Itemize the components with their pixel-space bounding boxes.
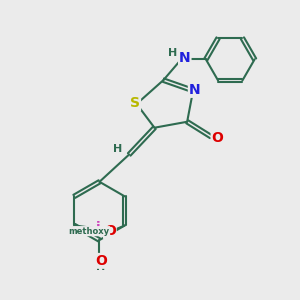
Text: O: O — [104, 224, 116, 238]
Text: N: N — [179, 51, 190, 65]
Text: H: H — [96, 262, 106, 272]
Text: N: N — [189, 83, 200, 97]
Text: O: O — [212, 131, 224, 145]
Text: H: H — [168, 48, 178, 58]
Text: S: S — [130, 96, 140, 110]
Text: methoxy: methoxy — [68, 226, 110, 236]
Text: i: i — [96, 221, 100, 235]
Text: O: O — [95, 254, 107, 268]
Text: H: H — [113, 144, 122, 154]
